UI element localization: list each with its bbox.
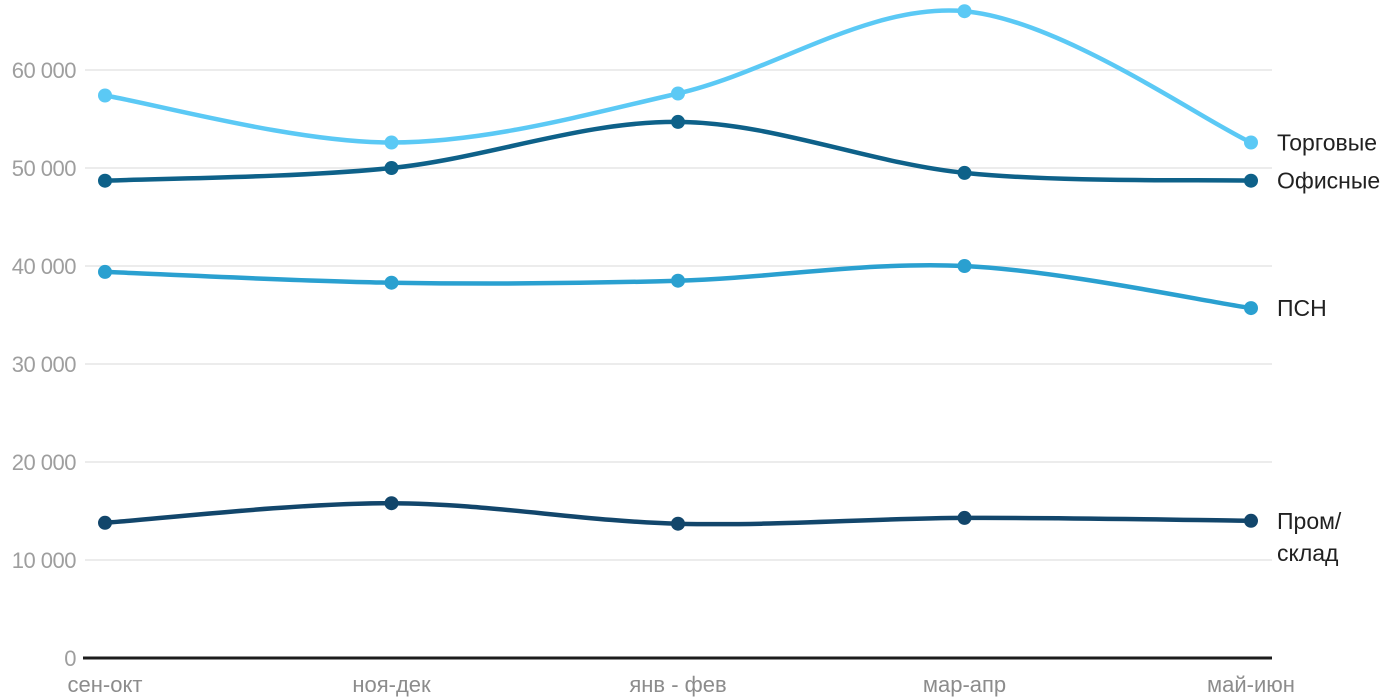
y-axis-tick-label: 0 [64,646,76,671]
data-point[interactable] [98,88,112,103]
series-label: Торговые [1277,130,1377,156]
series-1: Офисные [98,114,1380,194]
x-axis-tick-label: сен-окт [68,672,143,697]
series-label: ПСН [1277,295,1327,321]
data-point[interactable] [671,114,685,129]
x-axis-tick-label: май-июн [1207,672,1295,697]
x-axis-tick-label: ноя-дек [352,672,431,697]
series-label: склад [1277,540,1339,566]
data-point[interactable] [98,173,112,188]
y-axis-tick-label: 50 000 [12,156,77,181]
y-axis-tick-label: 60 000 [12,58,77,83]
data-point[interactable] [98,264,112,279]
x-axis-tick-labels: сен-окт ноя-дек янв - фев мар-апр май-июн [68,672,1295,697]
data-point[interactable] [957,510,972,525]
data-point[interactable] [1244,301,1258,316]
data-point[interactable] [384,135,399,150]
series-3: Пром/склад [98,496,1342,566]
data-point[interactable] [384,275,399,290]
data-point[interactable] [671,516,685,531]
y-axis-tick-labels: 0 10 000 20 000 30 000 40 000 50 000 60 000 [12,58,77,671]
gridlines [85,69,1272,561]
x-axis-tick-label: янв - фев [629,672,726,697]
data-point[interactable] [1244,135,1258,150]
series-2: ПСН [98,259,1327,321]
data-point[interactable] [384,161,399,175]
data-point[interactable] [957,259,972,273]
data-point[interactable] [957,165,972,180]
y-axis-tick-label: 30 000 [12,352,77,377]
data-point[interactable] [384,496,399,511]
series-label: Офисные [1277,168,1380,194]
data-point[interactable] [671,273,685,288]
data-point[interactable] [98,515,112,530]
data-point[interactable] [957,4,972,19]
series-label: Пром/ [1277,508,1342,534]
series-0: Торговые [98,4,1377,156]
data-point[interactable] [1244,513,1258,528]
data-point[interactable] [1244,173,1258,188]
x-axis-tick-label: мар-апр [923,672,1006,697]
y-axis-tick-label: 40 000 [12,254,77,279]
y-axis-tick-label: 10 000 [12,548,77,573]
data-point[interactable] [671,86,685,101]
y-axis-tick-label: 20 000 [12,450,77,475]
